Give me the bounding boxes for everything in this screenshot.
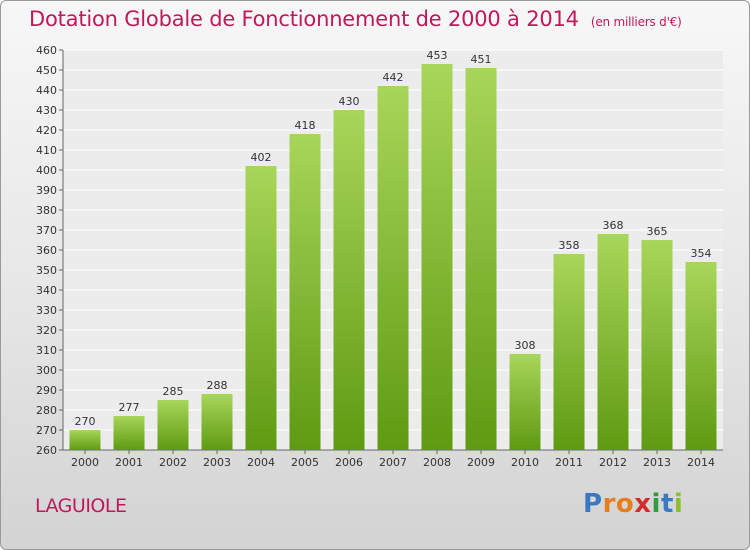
x-tick-label: 2013 <box>643 456 671 469</box>
y-tick-label: 320 <box>36 324 57 337</box>
y-tick-label: 460 <box>36 44 57 57</box>
bar <box>69 430 101 450</box>
y-tick-label: 340 <box>36 284 57 297</box>
chart-unit: (en milliers d'€) <box>590 15 682 29</box>
data-label: 368 <box>603 219 624 232</box>
data-label: 285 <box>163 385 184 398</box>
bar <box>553 254 585 450</box>
x-tick-label: 2001 <box>115 456 143 469</box>
commune-name: LAGUIOLE <box>35 495 127 517</box>
bar <box>289 134 321 450</box>
data-label: 270 <box>75 415 96 428</box>
bar <box>421 64 453 450</box>
bar <box>377 86 409 450</box>
y-tick-label: 330 <box>36 304 57 317</box>
x-tick-label: 2011 <box>555 456 583 469</box>
y-tick-label: 370 <box>36 224 57 237</box>
x-tick-label: 2008 <box>423 456 451 469</box>
data-label: 277 <box>119 401 140 414</box>
x-tick-label: 2004 <box>247 456 275 469</box>
data-label: 418 <box>295 119 316 132</box>
bar <box>465 68 497 450</box>
y-tick-label: 260 <box>36 444 57 457</box>
x-tick-label: 2010 <box>511 456 539 469</box>
y-tick-label: 390 <box>36 184 57 197</box>
bar <box>641 240 673 450</box>
value-labels: 270 277 285 288 402 418 430 442 453 451 308 358 368 3… <box>75 49 712 428</box>
logo-letter: t <box>660 489 674 519</box>
axes: 260 270 280 290 300 310 320 330 340 350 360 370 380 3… <box>36 44 723 469</box>
x-tick-label: 2006 <box>335 456 363 469</box>
bar <box>509 354 541 450</box>
data-label: 451 <box>471 53 492 66</box>
y-tick-label: 380 <box>36 204 57 217</box>
x-tick-label: 2003 <box>203 456 231 469</box>
logo-letter: i <box>651 489 661 519</box>
y-tick-label: 350 <box>36 264 57 277</box>
bar <box>245 166 277 450</box>
y-tick-label: 300 <box>36 364 57 377</box>
y-tick-label: 310 <box>36 344 57 357</box>
bars <box>69 64 717 450</box>
y-tick-label: 420 <box>36 124 57 137</box>
data-label: 402 <box>251 151 272 164</box>
logo-letter: x <box>634 489 652 519</box>
y-tick-label: 270 <box>36 424 57 437</box>
x-tick-label: 2007 <box>379 456 407 469</box>
data-label: 442 <box>383 71 404 84</box>
data-label: 365 <box>647 225 668 238</box>
bar <box>201 394 233 450</box>
logo-letter: o <box>615 489 635 519</box>
y-tick-label: 450 <box>36 64 57 77</box>
logo-letter: i <box>673 489 684 519</box>
x-tick-label: 2002 <box>159 456 187 469</box>
bar <box>685 262 717 450</box>
y-tick-label: 430 <box>36 104 57 117</box>
y-tick-label: 410 <box>36 144 57 157</box>
bar <box>113 416 145 450</box>
data-label: 358 <box>559 239 580 252</box>
y-tick-label: 290 <box>36 384 57 397</box>
x-tick-label: 2014 <box>687 456 715 469</box>
y-tick-label: 440 <box>36 84 57 97</box>
y-tick-label: 400 <box>36 164 57 177</box>
bar <box>333 110 365 450</box>
data-label: 354 <box>691 247 712 260</box>
bar <box>157 400 189 450</box>
x-tick-label: 2012 <box>599 456 627 469</box>
data-label: 308 <box>515 339 536 352</box>
proxiti-logo: Proxiti <box>583 489 683 519</box>
data-label: 453 <box>427 49 448 62</box>
x-tick-label: 2009 <box>467 456 495 469</box>
data-label: 430 <box>339 95 360 108</box>
chart-title: Dotation Globale de Fonctionnement de 20… <box>29 7 682 31</box>
bar <box>597 234 629 450</box>
logo-letter: P <box>583 489 603 519</box>
logo-letter: r <box>602 489 616 519</box>
x-tick-label: 2005 <box>291 456 319 469</box>
y-tick-label: 280 <box>36 404 57 417</box>
x-tick-label: 2000 <box>71 456 99 469</box>
y-tick-label: 360 <box>36 244 57 257</box>
data-label: 288 <box>207 379 228 392</box>
chart-title-text: Dotation Globale de Fonctionnement de 20… <box>29 7 579 31</box>
